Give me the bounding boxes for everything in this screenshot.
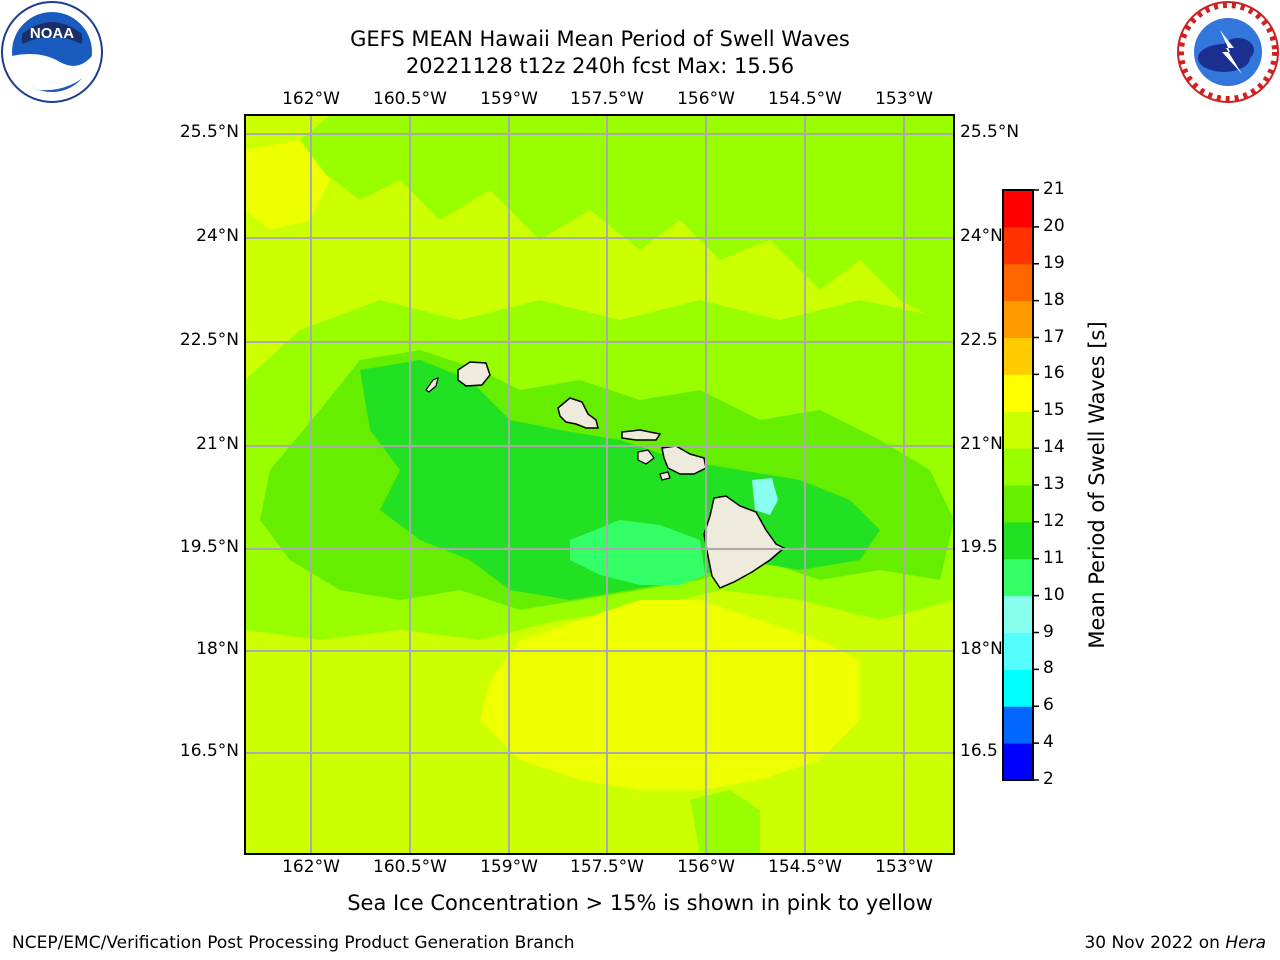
lat-label-left-4: 21°N	[196, 434, 239, 454]
lat-label-left-5: 19.5°N	[179, 537, 239, 557]
colorbar	[1002, 189, 1039, 781]
colorbar-tick-19: 19	[1043, 252, 1065, 273]
colorbar-tick-4: 4	[1043, 732, 1054, 753]
colorbar-bin-17-18	[1003, 300, 1033, 338]
colorbar-tick-6: 6	[1043, 695, 1054, 716]
lon-label-bottom-6: 154.5°W	[768, 857, 842, 877]
sea-ice-note: Sea Ice Concentration > 15% is shown in …	[347, 891, 933, 915]
island-kahoolawe	[659, 471, 671, 481]
colorbar-bin-15-16	[1003, 374, 1033, 412]
colorbar-tick-18: 18	[1043, 289, 1065, 310]
colorbar-bin-20-21	[1003, 190, 1033, 228]
chart-title: GEFS MEAN Hawaii Mean Period of Swell Wa…	[350, 27, 850, 51]
lon-label-top-2: 160.5°W	[373, 89, 447, 109]
lon-label-top-6: 154.5°W	[768, 89, 842, 109]
colorbar-tick-17: 17	[1043, 326, 1065, 347]
field-region-15-northwest	[245, 140, 330, 230]
colorbar-tick-12: 12	[1043, 510, 1065, 531]
colorbar-tick-15: 15	[1043, 400, 1065, 421]
lat-label-right-5: 19.5	[960, 537, 998, 557]
island-maui	[661, 445, 707, 475]
colorbar-tick-14: 14	[1043, 437, 1065, 458]
footer-date: 30 Nov 2022 on Hera	[1084, 933, 1266, 953]
lon-label-bottom-1: 162°W	[282, 857, 340, 877]
island-kauai	[457, 361, 491, 387]
island-oahu	[557, 397, 599, 429]
colorbar-bin-12-13	[1003, 485, 1033, 523]
lat-gridlines	[245, 133, 954, 754]
lon-label-bottom-4: 157.5°W	[570, 857, 644, 877]
colorbar-bin-11-12	[1003, 521, 1033, 560]
lon-label-top-1: 162°W	[282, 89, 340, 109]
field-region-9	[752, 478, 778, 515]
noaa-logo-text: NOAA	[30, 25, 74, 42]
lat-label-right-2: 24°N	[960, 226, 1003, 246]
island-niihau	[425, 377, 439, 393]
colorbar-bin-8-9	[1003, 632, 1033, 670]
colorbar-tick-8: 8	[1043, 658, 1054, 679]
lon-label-bottom-7: 153°W	[875, 857, 933, 877]
lat-label-left-7: 16.5°N	[179, 741, 239, 761]
lon-label-top-5: 156°W	[677, 89, 735, 109]
lon-label-top-4: 157.5°W	[570, 89, 644, 109]
lat-label-right-6: 18°N	[960, 639, 1003, 659]
footer-machine: Hera	[1225, 933, 1266, 953]
lon-label-bottom-5: 156°W	[677, 857, 735, 877]
colorbar-bin-9-10	[1003, 595, 1033, 633]
colorbar-bin-13-14	[1003, 448, 1033, 486]
colorbar-bin-19-20	[1003, 226, 1033, 265]
colorbar-label: Mean Period of Swell Waves [s]	[1085, 321, 1109, 649]
colorbar-tick-10: 10	[1043, 584, 1065, 605]
colorbar-bin-2-4	[1003, 743, 1033, 781]
colorbar-bin-18-19	[1003, 263, 1033, 302]
field-region-15-south	[480, 600, 860, 790]
lat-label-left-1: 25.5°N	[179, 122, 239, 142]
lat-label-left-3: 22.5°N	[179, 330, 239, 350]
field-region-10	[570, 520, 705, 585]
map-frame	[244, 114, 955, 855]
colorbar-tick-16: 16	[1043, 363, 1065, 384]
lat-label-right-4: 21°N	[960, 434, 1003, 454]
lat-label-left-6: 18°N	[196, 639, 239, 659]
colorbar-tick-9: 9	[1043, 621, 1054, 642]
island-molokai	[621, 429, 662, 441]
colorbar-bin-6-8	[1003, 669, 1033, 707]
colorbar-tick-11: 11	[1043, 547, 1065, 568]
chart-subtitle: 20221128 t12z 240h fcst Max: 15.56	[405, 54, 795, 78]
field-region-13-south	[690, 790, 760, 854]
lat-label-right-3: 22.5	[960, 330, 998, 350]
colorbar-tick-20: 20	[1043, 215, 1065, 236]
footer-date-text: 30 Nov 2022 on	[1084, 933, 1226, 953]
lon-label-top-3: 159°W	[480, 89, 538, 109]
lat-label-left-2: 24°N	[196, 226, 239, 246]
colorbar-tick-13: 13	[1043, 474, 1065, 494]
noaa-logo: NOAA	[1, 1, 103, 103]
field-region-13-north	[300, 115, 954, 330]
footer-branch: NCEP/EMC/Verification Post Processing Pr…	[12, 933, 575, 953]
colorbar-bin-10-11	[1003, 558, 1033, 597]
lat-label-right-7: 16.5	[960, 741, 998, 761]
colorbar-bin-16-17	[1003, 337, 1033, 375]
lon-label-bottom-3: 159°W	[480, 857, 538, 877]
nws-logo	[1177, 1, 1279, 103]
lon-label-bottom-2: 160.5°W	[373, 857, 447, 877]
colorbar-tick-2: 2	[1043, 769, 1054, 789]
lat-label-right-1: 25.5°N	[960, 122, 1020, 142]
lon-label-top-7: 153°W	[875, 89, 933, 109]
colorbar-tick-21: 21	[1043, 179, 1065, 199]
island-lanai	[637, 449, 655, 465]
colorbar-bin-4-6	[1003, 706, 1033, 744]
colorbar-bin-14-15	[1003, 411, 1033, 449]
